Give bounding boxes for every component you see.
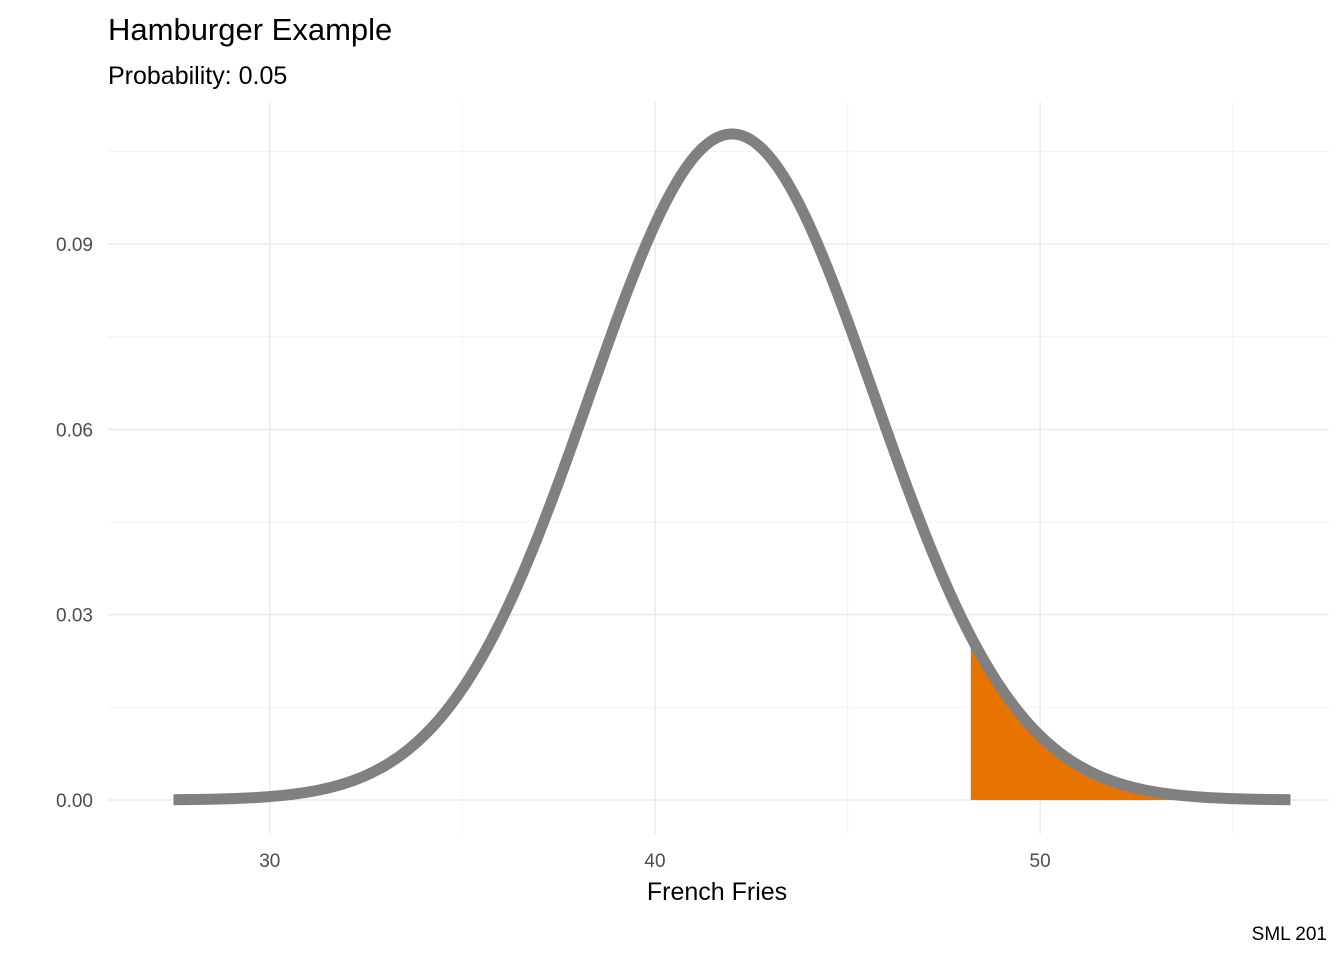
- major-gridlines: [108, 102, 1329, 834]
- chart-subtitle: Probability: 0.05: [108, 62, 287, 90]
- y-tick-label: 0.03: [56, 606, 93, 627]
- density-curve: [169, 128, 1295, 806]
- x-tick-label: 40: [644, 851, 665, 872]
- x-tick-label: 50: [1030, 851, 1051, 872]
- x-tick-label: 30: [259, 851, 280, 872]
- chart-caption: SML 201: [1252, 924, 1327, 945]
- y-tick-label: 0.09: [56, 235, 93, 256]
- x-axis-tick-labels: 30 40 50: [259, 851, 1050, 872]
- y-tick-label: 0.00: [56, 791, 93, 812]
- tail-probability-area: [970, 636, 1291, 801]
- y-axis-tick-labels: 0.00 0.03 0.06 0.09: [56, 235, 93, 812]
- y-tick-label: 0.06: [56, 420, 93, 441]
- x-axis-title: French Fries: [647, 878, 787, 906]
- minor-gridlines: [108, 102, 1329, 834]
- plot-area: [169, 128, 1295, 806]
- chart-title: Hamburger Example: [108, 12, 392, 47]
